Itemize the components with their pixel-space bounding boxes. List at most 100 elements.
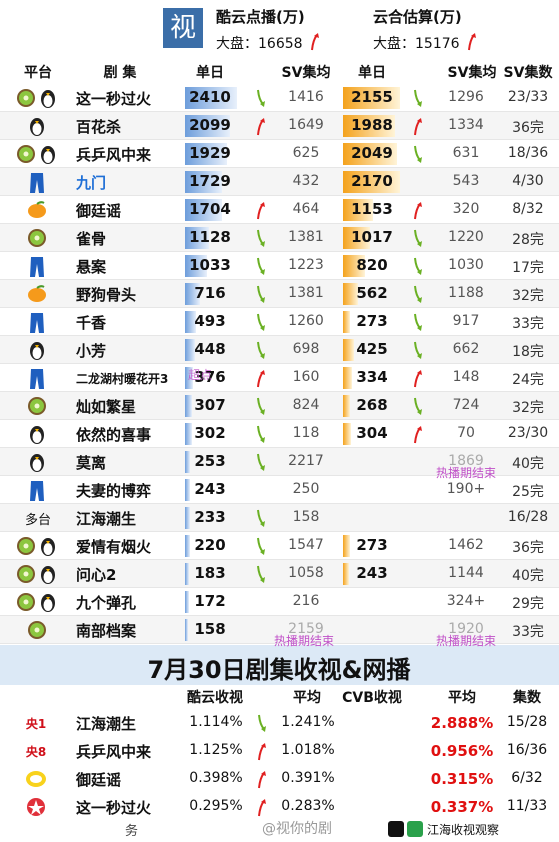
kuyun-sv: 464: [292, 201, 320, 217]
kuyun-daily: 158: [194, 620, 226, 638]
kuyun-daily: 2410: [189, 88, 231, 106]
episodes: 23/30: [507, 425, 549, 441]
yunhe-bar: [343, 339, 355, 361]
source: 江海收视观察: [427, 823, 500, 837]
kuyun-bar: [185, 255, 208, 277]
platform-icon: [27, 228, 47, 248]
channel: 央1: [25, 717, 47, 731]
show-name: 爱情有烟火: [76, 538, 152, 557]
kuyun-daily: 1729: [189, 172, 231, 190]
trend-arrow: [412, 200, 424, 224]
trend-arrow: [256, 741, 268, 765]
tv-kuyun: 1.125%: [189, 742, 243, 758]
yunhe-daily: 2049: [351, 144, 393, 162]
episodes: 16/28: [507, 509, 549, 525]
episodes: 17完: [512, 260, 544, 276]
episodes: 32完: [512, 288, 544, 304]
trend-arrow: [255, 368, 267, 392]
row-line: [0, 335, 559, 336]
tv-column-header: 酷云收视: [187, 690, 243, 706]
yunhe-sv: 320: [452, 201, 480, 217]
platform-icon: [27, 620, 47, 640]
trend-arrow: [412, 424, 424, 448]
yunhe-sv: 1334: [448, 117, 484, 133]
kuyun-sv: 432: [292, 173, 320, 189]
kuyun-sv: 2217: [288, 453, 324, 469]
row-bg: [0, 280, 559, 308]
kuyun-bar: [185, 423, 192, 445]
kuyun-daily: 1929: [189, 144, 231, 162]
kuyun-bar: [185, 507, 191, 529]
kuyun-sv: 1223: [288, 257, 324, 273]
show-name: 莫离: [76, 454, 107, 473]
kuyun-sv: 1547: [288, 537, 324, 553]
row-line: [0, 167, 559, 168]
yunhe-bar: [343, 395, 351, 417]
show-name: 问心2: [76, 566, 117, 585]
yunhe-sv: 1188: [448, 285, 484, 301]
row-bg: [0, 112, 559, 140]
platform-icon: [16, 564, 58, 584]
tv-name: 兵乒风中来: [76, 743, 152, 761]
platform-icon: [16, 592, 58, 612]
episodes: 40完: [512, 456, 544, 472]
trend-arrow: [412, 228, 424, 252]
kuyun-daily: 448: [194, 340, 226, 358]
yunhe-sv: 190+: [446, 481, 486, 497]
tv-cvb-avg: 2.888%: [430, 714, 494, 732]
row-bg: [0, 504, 559, 532]
banner-bg: [0, 645, 559, 685]
kuyun-daily: 716: [194, 284, 226, 302]
kuyun-daily: 493: [194, 312, 226, 330]
trend-arrow: [255, 452, 267, 476]
note: 热播期结束: [273, 634, 335, 648]
tv-kuyun: 1.114%: [189, 714, 243, 730]
trend-arrow: [255, 256, 267, 280]
kuyun-sv: 250: [292, 481, 320, 497]
platform-icon: [27, 312, 47, 334]
trend-arrow: [255, 340, 267, 364]
kuyun-daily: 376: [194, 368, 226, 386]
platform-icon: [27, 200, 47, 220]
yunhe-daily: 820: [356, 256, 388, 274]
show-name: 南部档案: [76, 622, 137, 641]
tv-kuyun-avg: 0.283%: [281, 798, 335, 814]
yunhe-daily: 1988: [351, 116, 393, 134]
show-name: 千香: [76, 314, 107, 333]
kuyun-bar: [185, 199, 222, 221]
channel: 央8: [25, 745, 47, 759]
episodes: 24完: [512, 372, 544, 388]
kuyun-daily: 1033: [189, 256, 231, 274]
row-line: [0, 251, 559, 252]
trend-arrow: [255, 536, 267, 560]
yunhe-sv: 631: [452, 145, 480, 161]
kuyun-daily: 183: [194, 564, 226, 582]
column-header: SV集均: [281, 65, 331, 81]
trend-arrow: [255, 312, 267, 336]
kuyun-daily: 233: [194, 508, 226, 526]
row-bg: [0, 336, 559, 364]
show-name: 御廷谣: [76, 202, 122, 221]
row-line: [0, 643, 559, 644]
yunhe-sv: 724: [452, 397, 480, 413]
tv-kuyun-avg: 0.391%: [281, 770, 335, 786]
note: 热播期结束: [435, 634, 497, 648]
row-line: [0, 195, 559, 196]
tv-episodes: 15/28: [506, 714, 548, 730]
footer-left: 务: [125, 824, 139, 839]
kuyun-bar: [185, 171, 223, 193]
kuyun-bar: [185, 143, 227, 165]
episodes: 8/32: [512, 201, 544, 217]
trend-arrow: [255, 284, 267, 308]
yunhe-total: 大盘：15176: [373, 36, 460, 52]
trend-arrow: [412, 144, 424, 168]
platform-icon: [27, 396, 47, 416]
kuyun-bar: [185, 367, 194, 389]
platform-icon: [27, 256, 47, 278]
row-bg: [0, 224, 559, 252]
show-name: 野狗骨头: [76, 286, 137, 305]
show-name: 依然的喜事: [76, 426, 152, 445]
kuyun-sv: 1381: [288, 229, 324, 245]
row-line: [0, 223, 559, 224]
show-name: 兵乒风中来: [76, 146, 152, 165]
